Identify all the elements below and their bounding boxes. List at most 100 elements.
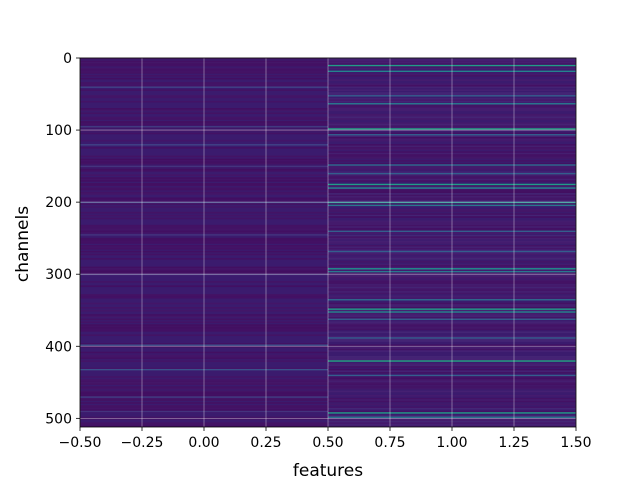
heatmap-cell	[328, 256, 576, 259]
heatmap-cell	[80, 197, 328, 200]
heatmap-cell	[80, 315, 328, 318]
heatmap-cell	[80, 325, 328, 328]
heatmap-cell	[328, 172, 576, 175]
heatmap-cell	[328, 152, 576, 155]
heatmap-cell	[328, 113, 576, 116]
heatmap-cell	[80, 356, 328, 358]
heatmap-cell	[328, 144, 576, 146]
y-tick-label: 500	[45, 411, 72, 427]
x-tick-label: 1.00	[436, 435, 467, 451]
heatmap-cell	[80, 198, 328, 201]
heatmap-cell	[80, 201, 328, 204]
heatmap-cell	[328, 185, 576, 188]
heatmap-cell	[328, 97, 576, 100]
heatmap-cell	[80, 295, 328, 298]
heatmap-cell	[80, 126, 328, 129]
heatmap-cell	[80, 206, 328, 208]
heatmap-cell	[328, 191, 576, 194]
heatmap-cell	[328, 299, 576, 301]
heatmap-cell	[328, 410, 576, 413]
heatmap-cell	[328, 420, 576, 423]
heatmap-cell	[80, 184, 328, 187]
heatmap-cell	[328, 126, 576, 129]
heatmap-cell	[80, 379, 328, 381]
heatmap-cell	[80, 425, 328, 427]
heatmap-cell	[80, 327, 328, 329]
heatmap-cell	[80, 242, 328, 244]
heatmap-cell	[328, 335, 576, 338]
heatmap-cell	[328, 132, 576, 135]
heatmap-cell	[328, 266, 576, 269]
heatmap-cell	[328, 338, 576, 341]
heatmap-cell	[80, 324, 328, 326]
heatmap-cell	[328, 59, 576, 61]
heatmap-cell	[328, 164, 576, 166]
heatmap-cell	[328, 366, 576, 368]
heatmap-cell	[328, 386, 576, 388]
heatmap-cell	[80, 177, 328, 179]
heatmap-cell	[80, 126, 328, 128]
heatmap-cell	[80, 410, 328, 413]
heatmap-cell	[328, 67, 576, 70]
heatmap-cell	[328, 123, 576, 126]
heatmap-cell	[328, 407, 576, 410]
heatmap-cell	[80, 112, 328, 115]
heatmap-cell	[328, 83, 576, 86]
heatmap-cell	[80, 108, 328, 110]
heatmap-cell	[328, 73, 576, 76]
heatmap-cell	[80, 392, 328, 394]
heatmap-cell	[80, 159, 328, 162]
heatmap-cell	[80, 72, 328, 74]
heatmap-cell	[328, 283, 576, 286]
heatmap-cell	[328, 128, 576, 130]
heatmap-cell	[328, 285, 576, 288]
x-tick-label: 1.25	[498, 435, 529, 451]
heatmap-cell	[328, 305, 576, 308]
heatmap-cell	[328, 318, 576, 320]
heatmap-cell	[328, 139, 576, 142]
heatmap-cell	[328, 193, 576, 195]
heatmap-cell	[80, 247, 328, 250]
heatmap-cell	[328, 394, 576, 397]
heatmap-cell	[328, 419, 576, 422]
heatmap-cell	[328, 291, 576, 293]
heatmap-cell	[328, 157, 576, 159]
heatmap-cell	[80, 132, 328, 135]
heatmap-cell	[328, 147, 576, 149]
heatmap-cell	[328, 315, 576, 318]
heatmap-cell	[328, 422, 576, 424]
heatmap-cell	[328, 377, 576, 380]
heatmap-cell	[328, 406, 576, 409]
heatmap-cell	[80, 237, 328, 240]
heatmap-cell	[80, 183, 328, 185]
heatmap-cell	[328, 93, 576, 96]
heatmap-cell	[328, 145, 576, 148]
heatmap-cell	[80, 296, 328, 299]
heatmap-cell	[328, 232, 576, 234]
heatmap-cell	[328, 162, 576, 165]
heatmap-cell	[328, 344, 576, 347]
heatmap-cell	[328, 331, 576, 334]
heatmap-cell	[80, 253, 328, 256]
heatmap-cell	[80, 82, 328, 84]
heatmap-cell	[328, 103, 576, 106]
heatmap-cell	[328, 403, 576, 406]
heatmap-cell	[80, 422, 328, 424]
heatmap-cell	[80, 345, 328, 348]
heatmap-cell	[328, 224, 576, 227]
y-tick-label: 400	[45, 339, 72, 355]
heatmap-cell	[80, 321, 328, 324]
x-axis: −0.50 −0.25 0.00 0.25 0.50 0.75 1.00 1.25 1.50	[59, 427, 592, 451]
heatmap-cell	[328, 328, 576, 331]
heatmap-cell	[328, 61, 576, 64]
x-tick-label: 0.25	[250, 435, 281, 451]
heatmap-cell	[328, 229, 576, 231]
heatmap-cell	[328, 340, 576, 342]
heatmap-cell	[328, 245, 576, 247]
heatmap-cell	[328, 213, 576, 215]
heatmap-cell	[328, 295, 576, 298]
heatmap-cell	[328, 356, 576, 358]
heatmap-cell	[328, 269, 576, 272]
heatmap-cell	[328, 57, 576, 60]
heatmap-cell	[80, 354, 328, 357]
